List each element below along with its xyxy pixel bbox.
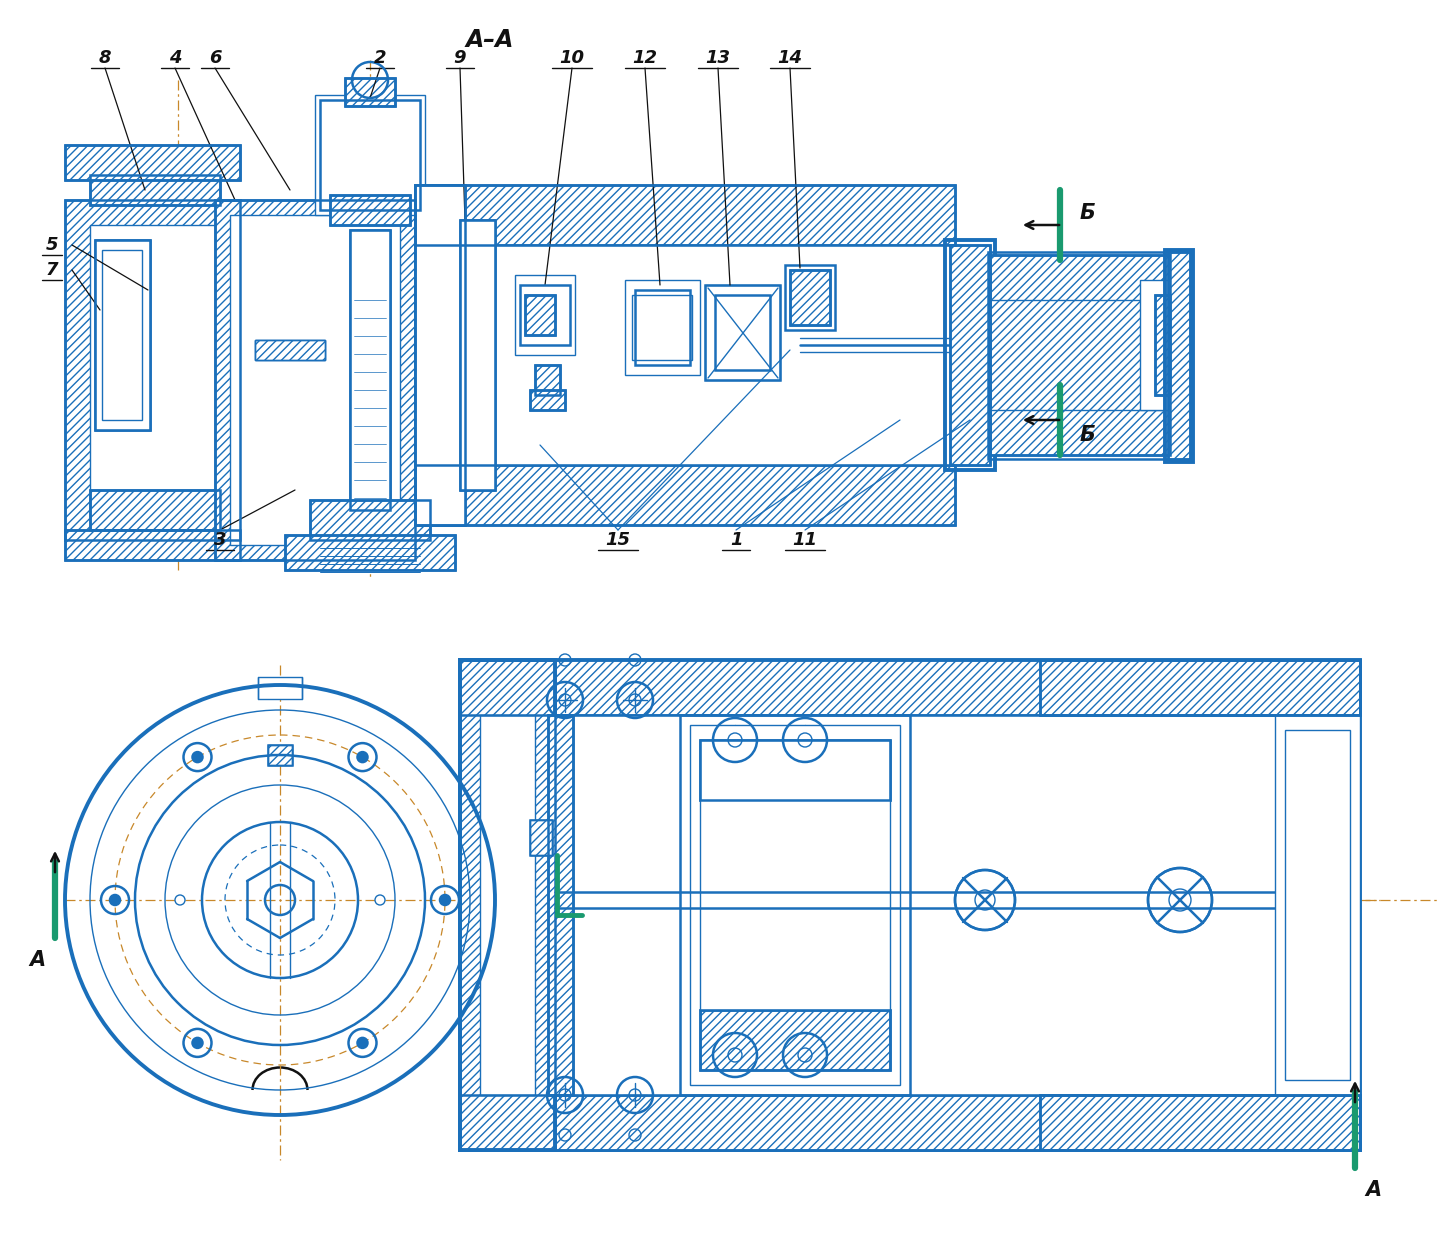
Circle shape (193, 1037, 203, 1047)
Polygon shape (1274, 715, 1359, 1095)
Polygon shape (65, 145, 240, 180)
Polygon shape (65, 530, 240, 560)
Polygon shape (690, 725, 900, 1085)
Text: 10: 10 (560, 48, 585, 67)
Polygon shape (268, 745, 292, 764)
Polygon shape (526, 295, 554, 335)
Polygon shape (480, 715, 536, 1095)
Polygon shape (415, 244, 955, 465)
Polygon shape (95, 240, 150, 429)
Polygon shape (625, 280, 700, 375)
Text: 1: 1 (730, 531, 742, 549)
Polygon shape (320, 101, 420, 210)
Text: А: А (29, 951, 45, 970)
Text: 11: 11 (792, 531, 818, 549)
Polygon shape (1040, 660, 1359, 715)
Text: Б: Б (1080, 424, 1096, 446)
Text: 14: 14 (778, 48, 802, 67)
Polygon shape (285, 535, 455, 570)
Polygon shape (459, 220, 495, 490)
Polygon shape (632, 295, 693, 360)
Text: Б: Б (1080, 204, 1096, 223)
Polygon shape (700, 740, 890, 800)
Polygon shape (415, 185, 465, 525)
Circle shape (374, 895, 384, 905)
Polygon shape (991, 254, 1169, 455)
Polygon shape (255, 340, 325, 360)
Polygon shape (89, 175, 220, 205)
Text: 7: 7 (46, 261, 58, 279)
Polygon shape (310, 500, 431, 540)
Polygon shape (791, 271, 829, 325)
Polygon shape (350, 230, 390, 510)
Polygon shape (65, 200, 240, 540)
Polygon shape (415, 185, 955, 244)
Text: 5: 5 (46, 236, 58, 254)
Polygon shape (89, 490, 220, 530)
Polygon shape (102, 249, 143, 419)
Circle shape (357, 752, 367, 762)
Polygon shape (258, 678, 302, 699)
Polygon shape (415, 185, 465, 525)
Polygon shape (530, 390, 564, 410)
Text: А: А (1365, 1180, 1381, 1200)
Polygon shape (516, 276, 575, 355)
Polygon shape (255, 340, 325, 360)
Polygon shape (530, 820, 552, 855)
Polygon shape (1140, 280, 1169, 410)
Polygon shape (268, 745, 292, 764)
Text: 2: 2 (374, 48, 386, 67)
Polygon shape (230, 215, 400, 545)
Polygon shape (350, 230, 390, 510)
Polygon shape (89, 225, 215, 515)
Text: 3: 3 (213, 531, 226, 549)
Polygon shape (950, 244, 991, 465)
Circle shape (193, 752, 203, 762)
Polygon shape (700, 740, 890, 1010)
Text: 15: 15 (605, 531, 631, 549)
Polygon shape (635, 290, 690, 365)
Polygon shape (346, 78, 395, 105)
Polygon shape (520, 285, 570, 345)
Text: А–А: А–А (465, 29, 514, 52)
Polygon shape (459, 220, 495, 490)
Polygon shape (315, 96, 425, 215)
Polygon shape (459, 660, 554, 1150)
Polygon shape (459, 1095, 1359, 1150)
Text: 9: 9 (454, 48, 467, 67)
Circle shape (176, 895, 184, 905)
Polygon shape (330, 195, 410, 225)
Polygon shape (95, 240, 150, 429)
Circle shape (357, 1037, 367, 1047)
Text: 4: 4 (168, 48, 181, 67)
Circle shape (109, 895, 120, 905)
Polygon shape (465, 715, 1355, 1095)
Polygon shape (415, 465, 955, 525)
Polygon shape (549, 715, 573, 1095)
Text: 13: 13 (706, 48, 730, 67)
Polygon shape (459, 660, 1359, 715)
Polygon shape (716, 295, 770, 370)
Polygon shape (215, 200, 415, 560)
Text: 8: 8 (99, 48, 111, 67)
Polygon shape (700, 1010, 890, 1070)
Polygon shape (530, 820, 552, 855)
Polygon shape (706, 285, 780, 380)
Circle shape (441, 895, 449, 905)
Polygon shape (1168, 252, 1189, 459)
Text: 12: 12 (632, 48, 658, 67)
Polygon shape (1040, 1095, 1359, 1150)
Polygon shape (536, 365, 560, 395)
Text: 6: 6 (209, 48, 222, 67)
Polygon shape (1155, 295, 1169, 395)
